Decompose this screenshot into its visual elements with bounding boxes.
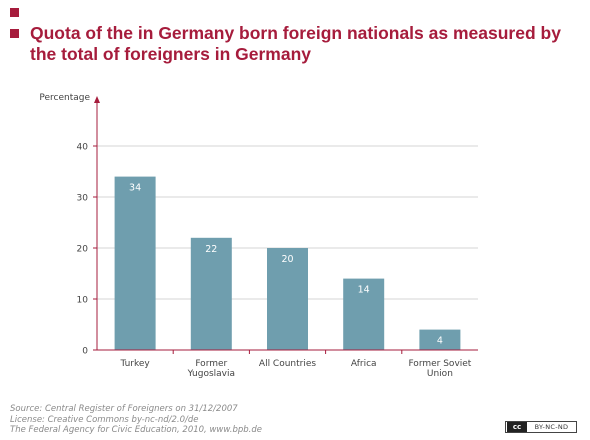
data-label: 14	[358, 285, 370, 296]
bar	[343, 278, 385, 350]
footer-source-line: Source: Central Register of Foreigners o…	[10, 404, 238, 414]
data-label: 22	[205, 244, 217, 255]
cc-license-badge[interactable]: cc BY-NC-ND	[505, 421, 577, 433]
x-tick-label: Africa	[351, 359, 377, 369]
y-tick-label: 40	[77, 143, 89, 153]
x-tick-label: Union	[427, 369, 453, 379]
y-axis-arrow-icon	[94, 96, 100, 103]
x-tick-label: Former Soviet	[408, 359, 471, 369]
cc-logo-icon: cc	[507, 422, 527, 432]
y-tick-label: 20	[77, 245, 89, 255]
cc-badge-text: BY-NC-ND	[534, 423, 569, 431]
data-label: 20	[281, 254, 293, 265]
data-label: 34	[129, 183, 141, 194]
y-tick-label: 30	[77, 194, 89, 204]
chart-title: Quota of the in Germany born foreign nat…	[30, 23, 561, 64]
y-axis-label: Percentage	[39, 93, 90, 103]
bar	[114, 176, 156, 350]
title-bullet-icon	[10, 8, 19, 17]
bar-chart: 0 10 20 30 40 Percentage 34 Turkey 22 FormerYugos…	[39, 93, 478, 379]
source-footer: Source: Central Register of Foreigners o…	[10, 404, 262, 436]
bar	[190, 237, 232, 350]
x-tick-label: Yugoslavia	[187, 369, 235, 379]
x-tick-label: All Countries	[259, 359, 316, 369]
bar	[267, 248, 308, 350]
y-tick-label: 0	[82, 347, 88, 357]
footer-license-line: License: Creative Commons by-nc-nd/2.0/d…	[10, 414, 199, 425]
title-bullet-icon	[10, 29, 19, 38]
x-tick-label: Turkey	[119, 359, 150, 369]
bar	[419, 329, 461, 350]
data-label: 4	[437, 336, 443, 347]
x-tick-label: Former	[195, 359, 227, 369]
y-tick-label: 10	[77, 296, 89, 306]
footer-publisher-line: The Federal Agency for Civic Education, …	[10, 425, 262, 435]
